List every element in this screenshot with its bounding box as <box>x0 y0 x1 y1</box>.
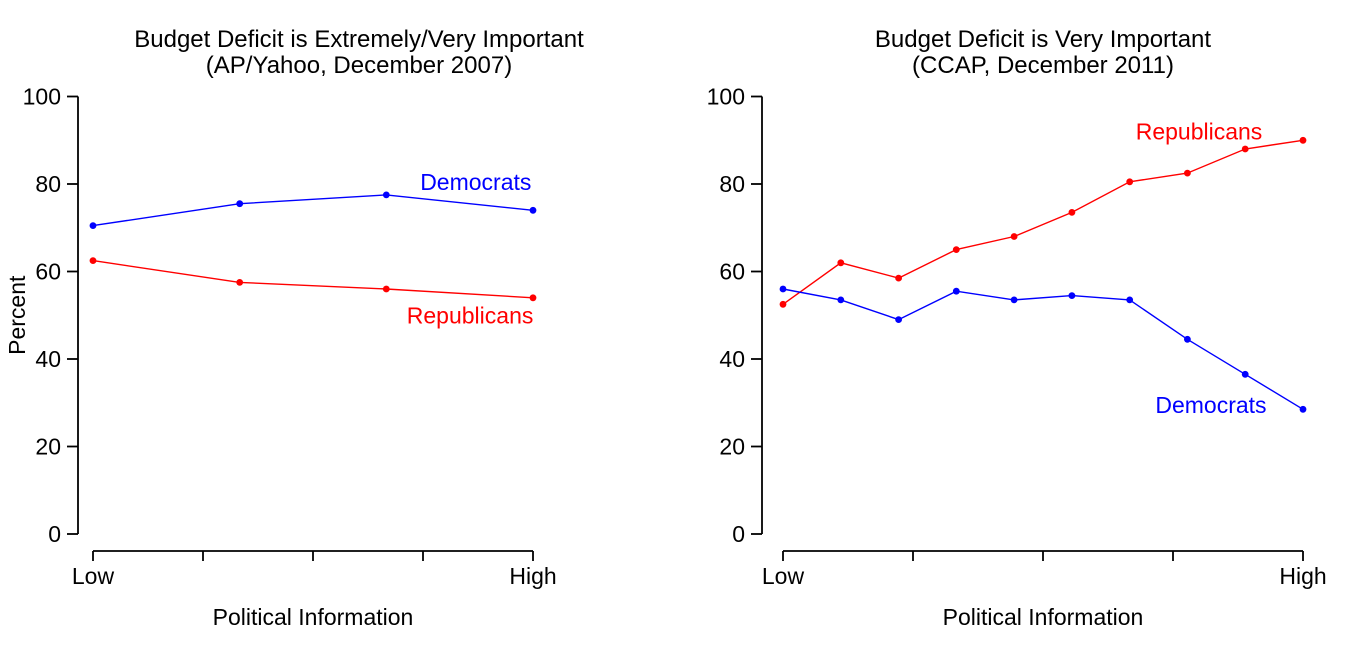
chart-subtitle-left: (AP/Yahoo, December 2007) <box>206 52 512 79</box>
x-tick-label-high: High <box>1279 563 1326 589</box>
chart-subtitle-right: (CCAP, December 2011) <box>912 52 1174 79</box>
data-point-democrats <box>382 191 390 199</box>
x-tick-label-high: High <box>509 563 556 589</box>
data-point-democrats <box>895 316 902 323</box>
y-tick-label: 80 <box>35 171 61 197</box>
series-line-democrats <box>782 288 1304 410</box>
data-point-democrats <box>529 206 537 214</box>
data-point-republicans <box>1010 233 1018 240</box>
y-tick-label: 0 <box>48 521 61 547</box>
x-axis-title-left: Political Information <box>213 604 414 630</box>
data-point-republicans <box>1241 145 1249 153</box>
y-tick-label: 100 <box>23 84 61 110</box>
data-point-republicans <box>952 246 960 254</box>
x-axis-title-right: Political Information <box>943 604 1144 630</box>
y-tick-label: 40 <box>35 346 61 372</box>
data-point-republicans <box>1068 209 1076 216</box>
series-line-democrats <box>92 194 534 227</box>
series-label-republicans: Republicans <box>407 302 534 328</box>
data-point-republicans <box>1299 136 1307 144</box>
data-point-democrats <box>89 222 97 230</box>
y-tick-label: 100 <box>707 84 745 110</box>
data-point-democrats <box>1184 335 1191 343</box>
chart-title-left: Budget Deficit is Extremely/Very Importa… <box>134 26 584 53</box>
data-point-republicans <box>1126 178 1134 186</box>
data-point-republicans <box>837 259 845 267</box>
data-point-republicans <box>779 300 787 308</box>
data-point-democrats <box>1299 405 1307 413</box>
panel-right: Budget Deficit is Very Important(CCAP, D… <box>707 26 1327 630</box>
data-point-republicans <box>382 285 390 293</box>
data-point-republicans <box>895 274 902 282</box>
data-point-democrats <box>779 285 787 293</box>
y-tick-label: 20 <box>719 434 745 460</box>
series-label-republicans: Republicans <box>1136 119 1263 145</box>
chart-title-right: Budget Deficit is Very Important <box>875 26 1211 53</box>
y-tick-label: 0 <box>732 521 745 547</box>
data-point-republicans <box>529 294 537 302</box>
y-tick-label: 20 <box>35 434 61 460</box>
data-point-democrats <box>837 296 845 304</box>
series-label-democrats: Democrats <box>420 169 531 195</box>
data-point-republicans <box>236 279 244 286</box>
x-tick-label-low: Low <box>762 563 805 589</box>
data-point-democrats <box>1068 292 1076 299</box>
y-axis-title-left: Percent <box>4 275 30 355</box>
data-point-democrats <box>1241 370 1249 378</box>
x-tick-label-low: Low <box>72 563 115 589</box>
data-point-democrats <box>1126 296 1134 304</box>
data-point-democrats <box>952 287 960 295</box>
data-point-republicans <box>1184 169 1191 177</box>
data-point-democrats <box>236 200 244 208</box>
y-tick-label: 80 <box>719 171 745 197</box>
series-label-democrats: Democrats <box>1155 392 1266 418</box>
series-line-republicans <box>782 139 1304 305</box>
series-line-republicans <box>92 259 534 299</box>
y-tick-label: 60 <box>35 259 61 285</box>
data-point-republicans <box>89 257 97 264</box>
panel-left: Budget Deficit is Extremely/Very Importa… <box>4 26 584 630</box>
data-point-democrats <box>1010 296 1018 304</box>
y-tick-label: 40 <box>719 346 745 372</box>
y-tick-label: 60 <box>719 259 745 285</box>
